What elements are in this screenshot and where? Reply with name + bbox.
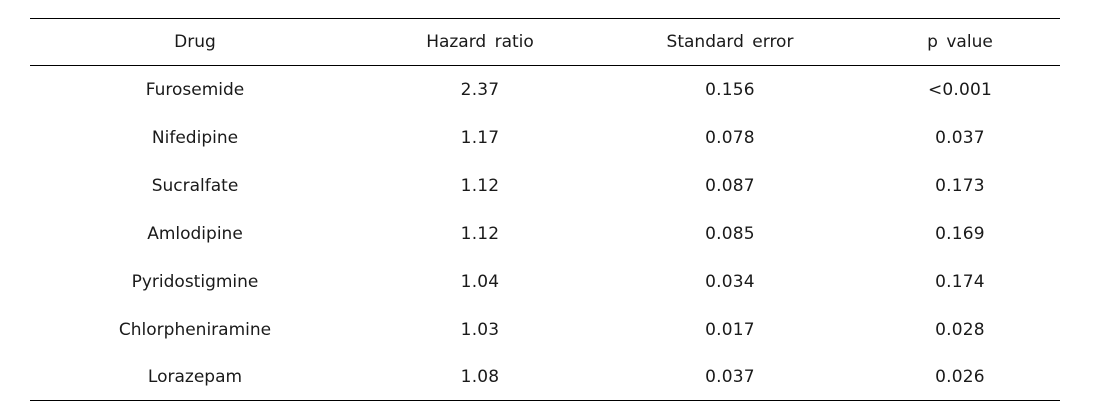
drug-name-cell: Chlorpheniramine: [118, 320, 272, 340]
hazard-ratio-cell: 1.08: [460, 367, 500, 387]
standard-error-cell: 0.085: [705, 224, 755, 244]
drug-name-cell: Furosemide: [145, 80, 245, 100]
p-value-cell: <0.001: [927, 80, 993, 100]
table-row: Lorazepam 1.08 0.037 0.026: [30, 354, 1060, 401]
drug-hazard-table: Drug Hazard ratio Standard error p value…: [30, 18, 1060, 401]
standard-error-cell: 0.087: [705, 176, 755, 196]
column-header-p-value: p value: [927, 32, 993, 52]
drug-name-cell: Pyridostigmine: [131, 272, 259, 292]
drug-name-cell: Lorazepam: [147, 367, 243, 387]
table-row: Chlorpheniramine 1.03 0.017 0.028: [30, 306, 1060, 354]
column-header-standard-error: Standard error: [666, 32, 794, 52]
p-value-cell: 0.173: [935, 176, 985, 196]
standard-error-cell: 0.017: [705, 320, 755, 340]
hazard-ratio-cell: 1.04: [460, 272, 500, 292]
drug-name-cell: Sucralfate: [151, 176, 239, 196]
standard-error-cell: 0.034: [705, 272, 755, 292]
data-table-container: Drug Hazard ratio Standard error p value…: [30, 18, 1060, 401]
column-header-drug: Drug: [174, 32, 216, 52]
standard-error-cell: 0.037: [705, 367, 755, 387]
table-row: Sucralfate 1.12 0.087 0.173: [30, 162, 1060, 210]
hazard-ratio-cell: 1.03: [460, 320, 500, 340]
table-body: Furosemide 2.37 0.156 <0.001 Nifedipine …: [30, 66, 1060, 401]
p-value-cell: 0.026: [935, 367, 985, 387]
p-value-cell: 0.028: [935, 320, 985, 340]
p-value-cell: 0.174: [935, 272, 985, 292]
header-row: Drug Hazard ratio Standard error p value: [30, 18, 1060, 66]
standard-error-cell: 0.156: [705, 80, 755, 100]
hazard-ratio-cell: 1.12: [460, 224, 500, 244]
drug-name-cell: Amlodipine: [147, 224, 243, 244]
drug-name-cell: Nifedipine: [151, 128, 239, 148]
table-row: Amlodipine 1.12 0.085 0.169: [30, 210, 1060, 258]
hazard-ratio-cell: 1.17: [460, 128, 500, 148]
p-value-cell: 0.037: [935, 128, 985, 148]
table-row: Furosemide 2.37 0.156 <0.001: [30, 66, 1060, 115]
table-row: Pyridostigmine 1.04 0.034 0.174: [30, 258, 1060, 306]
hazard-ratio-cell: 2.37: [460, 80, 500, 100]
table-header: Drug Hazard ratio Standard error p value: [30, 18, 1060, 66]
standard-error-cell: 0.078: [705, 128, 755, 148]
p-value-cell: 0.169: [935, 224, 985, 244]
column-header-hazard-ratio: Hazard ratio: [426, 32, 534, 52]
hazard-ratio-cell: 1.12: [460, 176, 500, 196]
table-row: Nifedipine 1.17 0.078 0.037: [30, 114, 1060, 162]
